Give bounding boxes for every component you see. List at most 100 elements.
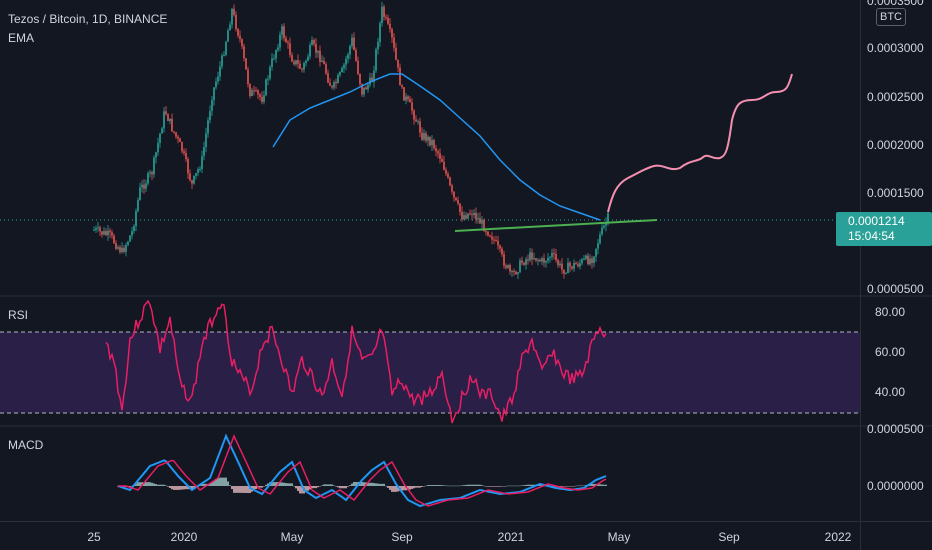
candle-body bbox=[319, 50, 321, 62]
macd-histogram-bar bbox=[567, 486, 569, 487]
candle-body bbox=[163, 111, 165, 129]
macd-histogram-bar bbox=[187, 486, 189, 490]
candle-body bbox=[323, 60, 325, 65]
candle-body bbox=[271, 58, 273, 67]
macd-histogram-bar bbox=[343, 486, 345, 489]
macd-histogram-bar bbox=[319, 486, 321, 487]
candle-body bbox=[229, 24, 231, 31]
candle-body bbox=[123, 247, 125, 252]
candle-body bbox=[283, 26, 285, 39]
macd-histogram-bar bbox=[361, 482, 363, 486]
candle-body bbox=[343, 64, 345, 69]
candle-body bbox=[507, 265, 509, 268]
macd-histogram-bar bbox=[391, 486, 393, 492]
candle-body bbox=[415, 119, 417, 122]
currency-badge[interactable]: BTC bbox=[876, 8, 906, 26]
macd-histogram-bar bbox=[487, 486, 489, 487]
macd-histogram-bar bbox=[433, 485, 435, 486]
candle-body bbox=[379, 23, 381, 43]
rsi-label[interactable]: RSI bbox=[8, 308, 29, 322]
candle-body bbox=[215, 81, 217, 88]
macd-histogram-bar bbox=[169, 486, 171, 488]
candle-body bbox=[339, 72, 341, 76]
candle-body bbox=[501, 248, 503, 255]
macd-histogram-bar bbox=[135, 483, 137, 486]
macd-histogram-bar bbox=[367, 482, 369, 486]
candle-body bbox=[593, 256, 595, 263]
candle-body bbox=[223, 54, 225, 56]
candle-body bbox=[233, 8, 235, 15]
macd-histogram-bar bbox=[223, 477, 225, 486]
macd-histogram-bar bbox=[327, 484, 329, 486]
candle-body bbox=[527, 259, 529, 261]
macd-histogram-bar bbox=[201, 483, 203, 486]
candle-body bbox=[597, 243, 599, 249]
macd-histogram-bar bbox=[287, 483, 289, 486]
candle-body bbox=[533, 258, 535, 260]
candle-body bbox=[413, 110, 415, 120]
macd-histogram-bar bbox=[273, 482, 275, 486]
candle-body bbox=[179, 138, 181, 142]
candle-body bbox=[105, 231, 107, 236]
macd-histogram-bar bbox=[353, 482, 355, 486]
macd-histogram-bar bbox=[321, 485, 323, 486]
macd-histogram-bar bbox=[369, 482, 371, 486]
price-tick: 0.0002000 bbox=[867, 138, 924, 152]
candle-body bbox=[193, 175, 195, 184]
candle-body bbox=[375, 49, 377, 71]
candle-body bbox=[485, 231, 487, 233]
macd-histogram-bar bbox=[455, 485, 457, 487]
macd-line bbox=[117, 433, 607, 508]
macd-histogram-bar bbox=[563, 486, 565, 487]
candle-body bbox=[245, 58, 247, 70]
candle-body bbox=[481, 219, 483, 224]
macd-histogram-bar bbox=[281, 482, 283, 486]
candle-body bbox=[449, 177, 451, 186]
macd-histogram-bar bbox=[429, 485, 431, 486]
time-tick: 2021 bbox=[497, 530, 525, 544]
macd-histogram-bar bbox=[233, 486, 235, 493]
candle-body bbox=[511, 271, 513, 273]
candle-body bbox=[189, 173, 191, 181]
candlestick-series bbox=[93, 1, 609, 280]
macd-histogram-bar bbox=[395, 486, 397, 492]
candle-body bbox=[269, 66, 271, 79]
candle-body bbox=[97, 227, 99, 229]
candle-body bbox=[547, 257, 549, 262]
candle-body bbox=[575, 263, 577, 265]
macd-histogram-bar bbox=[507, 485, 509, 487]
candle-body bbox=[121, 247, 123, 253]
macd-histogram-bar bbox=[161, 484, 163, 486]
macd-histogram-bar bbox=[499, 486, 501, 487]
macd-histogram-bar bbox=[345, 486, 347, 489]
macd-histogram-bar bbox=[509, 485, 511, 487]
candle-body bbox=[297, 60, 299, 64]
macd-histogram-bar bbox=[571, 486, 573, 487]
macd-histogram-bar bbox=[491, 486, 493, 487]
macd-histogram-bar bbox=[575, 485, 577, 487]
candle-body bbox=[265, 79, 267, 96]
macd-histogram-bar bbox=[203, 483, 205, 486]
candle-body bbox=[287, 42, 289, 44]
candle-body bbox=[225, 41, 227, 55]
price-axis[interactable]: 0.0003500 0.0003000 0.0002500 0.0002000 … bbox=[860, 0, 932, 550]
candle-body bbox=[503, 254, 505, 266]
candle-body bbox=[131, 231, 133, 236]
macd-label[interactable]: MACD bbox=[8, 438, 44, 452]
signal-line bbox=[118, 434, 607, 507]
macd-histogram-bar bbox=[485, 486, 487, 487]
macd-histogram-bar bbox=[297, 486, 299, 491]
symbol-title[interactable]: Tezos / Bitcoin, 1D, BINANCE bbox=[8, 12, 168, 26]
macd-histogram-bar bbox=[221, 477, 223, 486]
candle-body bbox=[557, 260, 559, 266]
candle-body bbox=[241, 39, 243, 47]
candle-body bbox=[145, 183, 147, 189]
macd-histogram-bar bbox=[289, 483, 291, 486]
macd-histogram-bar bbox=[529, 484, 531, 486]
candle-body bbox=[569, 262, 571, 267]
ema-indicator-label[interactable]: EMA bbox=[8, 31, 35, 45]
time-axis[interactable]: 25 2020 May Sep 2021 May Sep 2022 bbox=[0, 521, 932, 550]
macd-histogram-bar bbox=[313, 486, 315, 489]
candle-body bbox=[495, 240, 497, 242]
